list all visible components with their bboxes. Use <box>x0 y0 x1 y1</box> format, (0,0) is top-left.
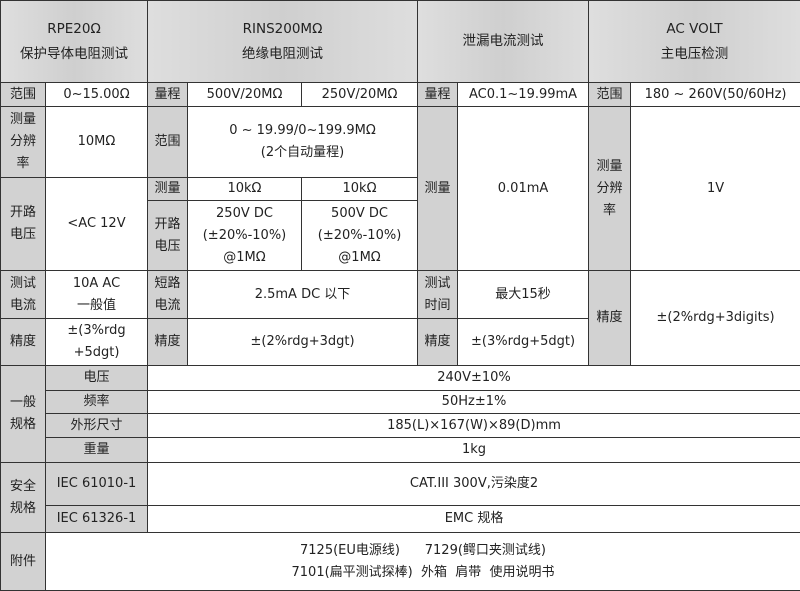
header-rins: RINS200MΩ 绝缘电阻测试 <box>148 1 418 83</box>
rins-meas-1: 10kΩ <box>188 178 302 201</box>
leak-meas: 0.01mA <box>458 107 589 271</box>
rpe-acc-label: 精度 <box>1 319 46 366</box>
leak-scale: AC0.1~19.99mA <box>458 83 589 107</box>
rpe-range: 0~15.00Ω <box>46 83 148 107</box>
rpe-ocv: <AC 12V <box>46 178 148 271</box>
rpe-res: 10MΩ <box>46 107 148 178</box>
header-acv: AC VOLT 主电压检测 <box>589 1 800 83</box>
safety-label: 安全 规格 <box>1 463 46 533</box>
safety-row-label: IEC 61326-1 <box>46 506 148 533</box>
general-row-value: 1kg <box>148 438 800 463</box>
safety-row-label: IEC 61010-1 <box>46 463 148 506</box>
leak-time: 最大15秒 <box>458 271 589 319</box>
general-row-value: 240V±10% <box>148 366 800 391</box>
rins-meas-label: 测量 <box>148 178 188 201</box>
header-rpe: RPE20Ω 保护导体电阻测试 <box>1 1 148 83</box>
acv-range-label: 范围 <box>589 83 631 107</box>
acv-res: 1V <box>631 107 800 271</box>
rpe-res-label: 测量 分辨 率 <box>1 107 46 178</box>
general-label: 一般 规格 <box>1 366 46 463</box>
rins-acc-label: 精度 <box>148 319 188 366</box>
general-row-label: 外形尺寸 <box>46 414 148 438</box>
rpe-cur-label: 测试 电流 <box>1 271 46 319</box>
general-row-value: 185(L)×167(W)×89(D)mm <box>148 414 800 438</box>
rins-scale-1: 500V/20MΩ <box>188 83 302 107</box>
general-row-value: 50Hz±1% <box>148 391 800 414</box>
acv-range: 180 ~ 260V(50/60Hz) <box>631 83 800 107</box>
rpe-cur: 10A AC 一般值 <box>46 271 148 319</box>
leak-acc: ±(3%rdg+5dgt) <box>458 319 589 366</box>
rpe-range-label: 范围 <box>1 83 46 107</box>
rins-ocv-2: 500V DC (±20%-10%) @1MΩ <box>302 201 418 271</box>
rins-sc: 2.5mA DC 以下 <box>188 271 418 319</box>
acv-acc-label: 精度 <box>589 271 631 366</box>
acv-acc: ±(2%rdg+3digits) <box>631 271 800 366</box>
rins-meas-2: 10kΩ <box>302 178 418 201</box>
rins-scale-2: 250V/20MΩ <box>302 83 418 107</box>
safety-row-value: EMC 规格 <box>148 506 800 533</box>
leak-meas-label: 测量 <box>418 107 458 271</box>
rins-ocv-label: 开路 电压 <box>148 201 188 271</box>
rins-sc-label: 短路 电流 <box>148 271 188 319</box>
acv-res-label: 测量 分辨 率 <box>589 107 631 271</box>
header-leak: 泄漏电流测试 <box>418 1 589 83</box>
leak-scale-label: 量程 <box>418 83 458 107</box>
rins-scale-label: 量程 <box>148 83 188 107</box>
rpe-ocv-label: 开路 电压 <box>1 178 46 271</box>
accessories-value: 7125(EU电源线) 7129(鳄口夹测试线) 7101(扁平测试探棒) 外箱… <box>46 533 800 591</box>
rins-range-label: 范围 <box>148 107 188 178</box>
rins-ocv-1: 250V DC (±20%-10%) @1MΩ <box>188 201 302 271</box>
safety-row-value: CAT.III 300V,污染度2 <box>148 463 800 506</box>
accessories-label: 附件 <box>1 533 46 591</box>
rpe-acc: ±(3%rdg +5dgt) <box>46 319 148 366</box>
rins-acc: ±(2%rdg+3dgt) <box>188 319 418 366</box>
leak-time-label: 测试 时间 <box>418 271 458 319</box>
rins-range: 0 ~ 19.99/0~199.9MΩ (2个自动量程) <box>188 107 418 178</box>
general-row-label: 电压 <box>46 366 148 391</box>
general-row-label: 重量 <box>46 438 148 463</box>
general-row-label: 频率 <box>46 391 148 414</box>
leak-acc-label: 精度 <box>418 319 458 366</box>
